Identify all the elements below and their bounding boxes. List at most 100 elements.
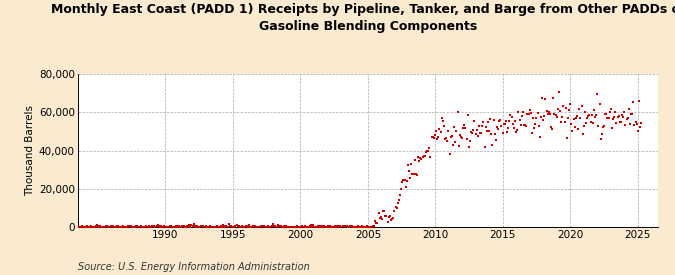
Point xyxy=(177,224,188,229)
Point xyxy=(298,225,308,229)
Point xyxy=(460,125,470,130)
Point xyxy=(365,224,376,229)
Point xyxy=(388,216,399,220)
Point xyxy=(550,113,561,117)
Point xyxy=(333,224,344,228)
Point xyxy=(614,120,625,125)
Point xyxy=(454,132,465,137)
Point xyxy=(380,214,391,218)
Point xyxy=(624,107,634,111)
Point xyxy=(344,225,354,229)
Point xyxy=(433,135,443,140)
Point xyxy=(415,156,426,161)
Point xyxy=(493,127,504,131)
Point xyxy=(567,128,578,133)
Point xyxy=(477,124,488,128)
Point xyxy=(595,137,606,141)
Point xyxy=(217,225,227,229)
Point xyxy=(202,224,213,229)
Point xyxy=(91,223,102,227)
Point xyxy=(195,224,206,229)
Point xyxy=(521,123,532,128)
Point xyxy=(630,120,641,124)
Point xyxy=(304,224,315,229)
Point xyxy=(337,223,348,228)
Point xyxy=(185,224,196,229)
Point xyxy=(95,224,105,228)
Point xyxy=(173,224,184,228)
Point xyxy=(545,125,556,129)
Point xyxy=(205,224,216,229)
Point xyxy=(468,128,479,132)
Point xyxy=(363,224,374,229)
Point xyxy=(616,120,626,125)
Point xyxy=(481,129,492,134)
Point xyxy=(484,129,495,133)
Point xyxy=(119,225,130,229)
Point xyxy=(409,158,420,162)
Point xyxy=(182,224,192,228)
Point xyxy=(360,225,371,229)
Point xyxy=(513,109,524,114)
Point xyxy=(219,223,230,228)
Point xyxy=(481,125,491,129)
Point xyxy=(138,225,148,229)
Point xyxy=(144,224,155,229)
Point xyxy=(421,150,431,155)
Point xyxy=(396,187,406,191)
Point xyxy=(98,225,109,229)
Point xyxy=(184,223,194,227)
Point xyxy=(288,225,298,229)
Point xyxy=(417,155,428,159)
Point xyxy=(532,111,543,115)
Point xyxy=(604,109,615,114)
Point xyxy=(506,115,517,119)
Point xyxy=(71,222,82,226)
Point xyxy=(580,109,591,114)
Point xyxy=(230,224,241,228)
Point xyxy=(558,104,569,108)
Point xyxy=(340,224,351,228)
Point xyxy=(252,225,263,229)
Point xyxy=(621,117,632,122)
Point xyxy=(565,102,576,106)
Point xyxy=(390,205,401,210)
Point xyxy=(170,224,181,228)
Point xyxy=(568,117,579,121)
Point xyxy=(422,148,433,153)
Point xyxy=(600,112,611,117)
Point xyxy=(371,220,382,225)
Point xyxy=(475,131,485,135)
Point xyxy=(356,224,367,228)
Point xyxy=(424,146,435,150)
Point xyxy=(194,225,205,229)
Point xyxy=(163,224,173,229)
Point xyxy=(136,224,146,228)
Point xyxy=(395,193,406,197)
Point xyxy=(601,112,612,116)
Point xyxy=(497,131,508,135)
Point xyxy=(68,225,78,229)
Point xyxy=(634,125,645,129)
Point xyxy=(156,224,167,229)
Point xyxy=(572,126,583,131)
Point xyxy=(559,120,570,124)
Point xyxy=(187,224,198,228)
Point xyxy=(257,224,268,229)
Point xyxy=(336,224,347,229)
Point xyxy=(193,225,204,229)
Point xyxy=(148,224,159,228)
Point xyxy=(221,224,232,229)
Point xyxy=(78,225,88,229)
Point xyxy=(537,96,547,100)
Point xyxy=(242,224,253,229)
Point xyxy=(252,224,263,229)
Point xyxy=(286,224,297,229)
Point xyxy=(238,225,249,229)
Point xyxy=(227,225,238,229)
Point xyxy=(389,209,400,214)
Point xyxy=(503,126,514,130)
Point xyxy=(338,224,349,228)
Point xyxy=(284,225,295,229)
Point xyxy=(212,224,223,229)
